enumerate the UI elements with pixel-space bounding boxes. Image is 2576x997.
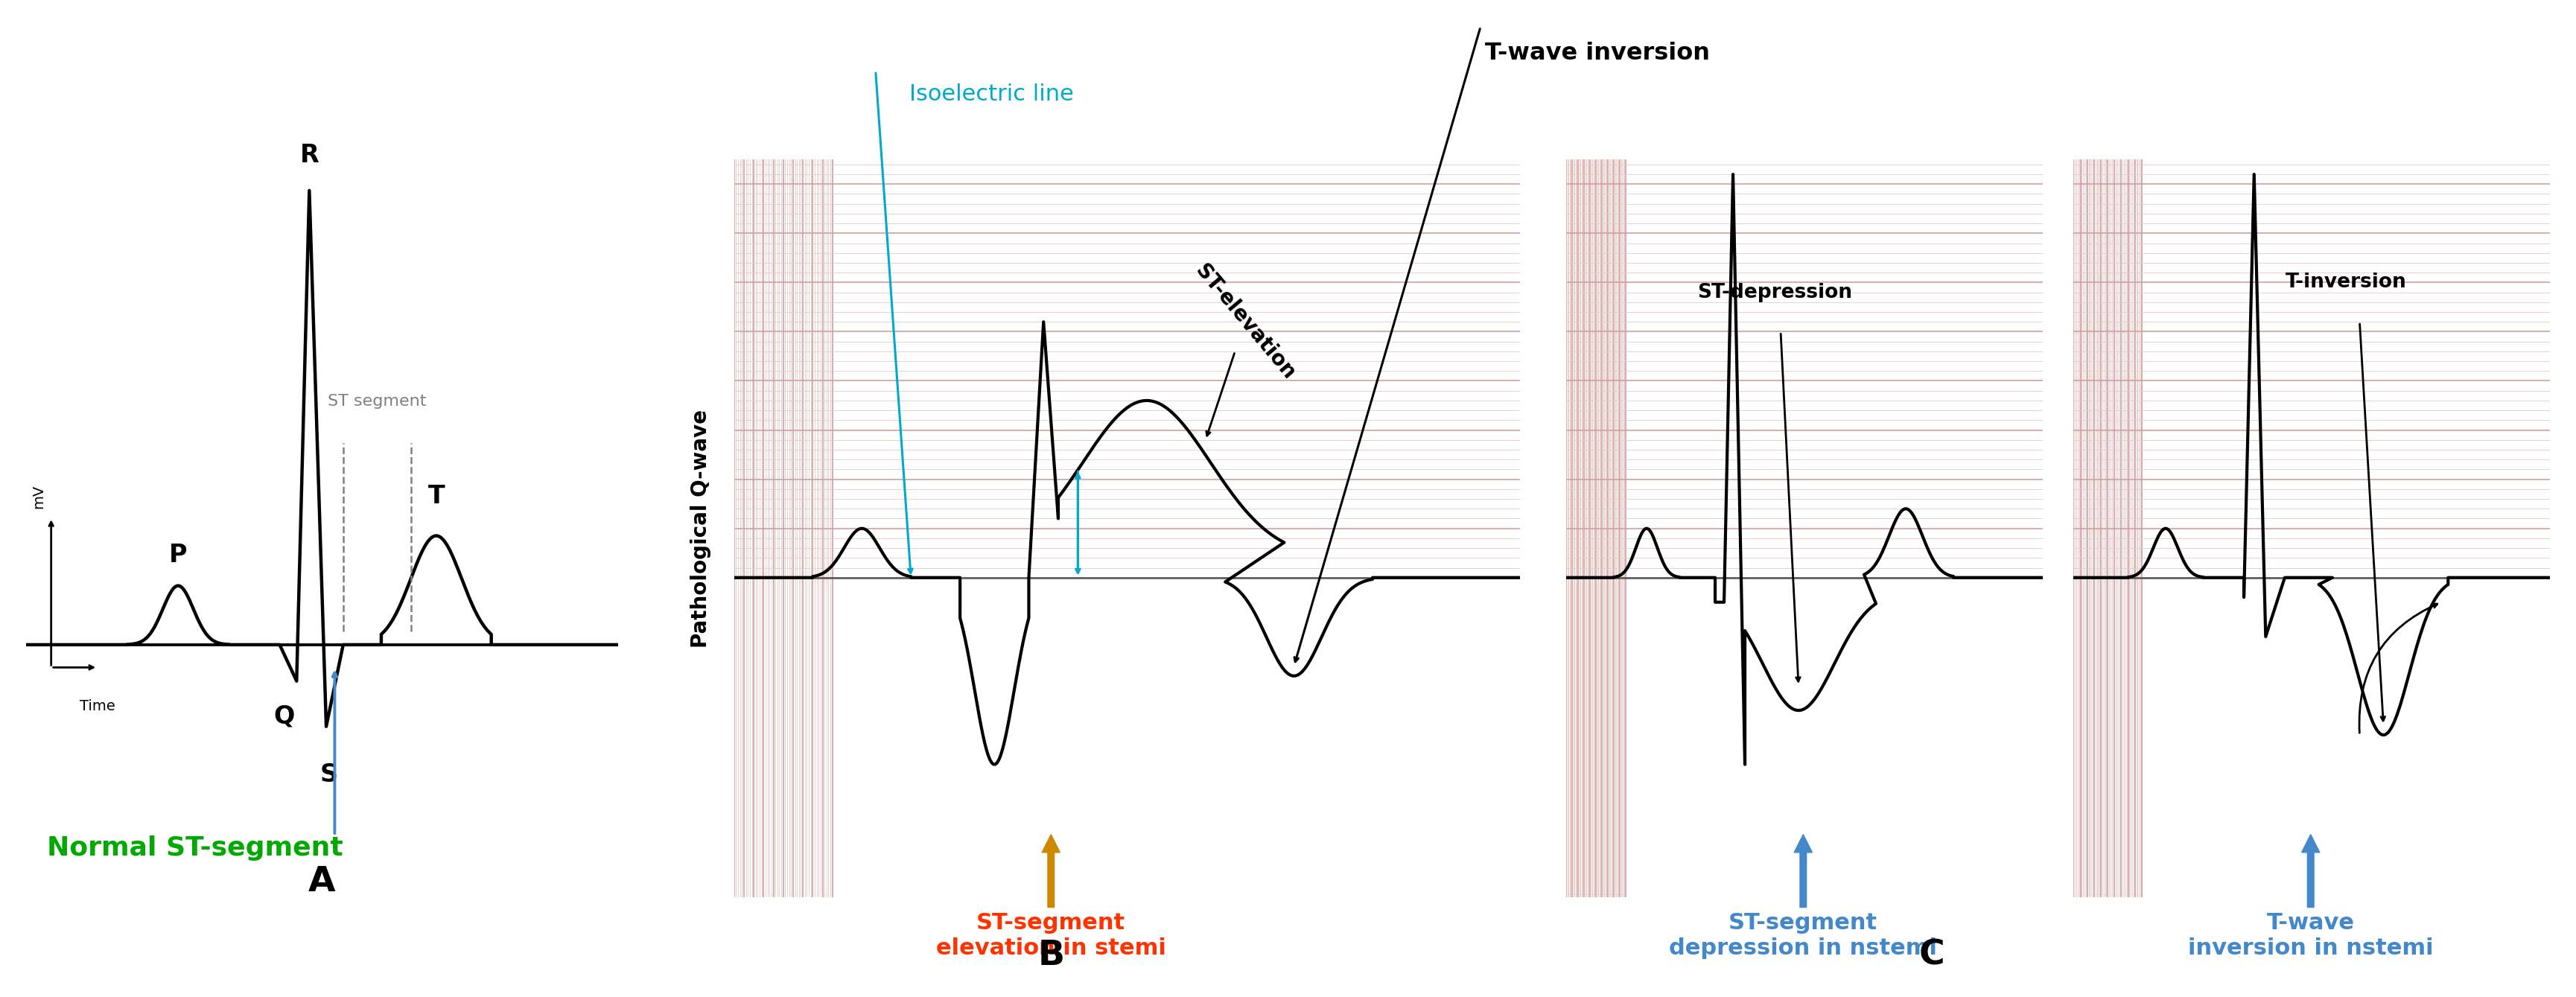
Text: B: B <box>1038 938 1064 972</box>
Text: Time: Time <box>80 699 116 714</box>
Text: ST segment: ST segment <box>327 394 428 409</box>
Text: T-wave inversion: T-wave inversion <box>1484 42 1710 65</box>
Text: mV: mV <box>31 485 46 508</box>
Text: C: C <box>1919 938 1945 972</box>
Text: ST-elevation: ST-elevation <box>1190 260 1298 384</box>
Text: S: S <box>319 763 337 788</box>
Text: T-wave
inversion in nstemi: T-wave inversion in nstemi <box>2187 912 2434 959</box>
Text: Pathological Q-wave: Pathological Q-wave <box>690 410 711 647</box>
Text: ST-segment
depression in nstemi: ST-segment depression in nstemi <box>1669 912 1937 959</box>
Text: Q: Q <box>273 704 294 729</box>
Text: Normal ST-segment: Normal ST-segment <box>46 835 343 860</box>
Text: ST-segment
elevation in stemi: ST-segment elevation in stemi <box>935 912 1167 959</box>
Text: A: A <box>309 865 335 899</box>
Text: T-inversion: T-inversion <box>2285 273 2406 292</box>
Text: ST-depression: ST-depression <box>1698 282 1852 302</box>
Text: Isoelectric line: Isoelectric line <box>909 83 1074 105</box>
Text: T: T <box>428 484 446 508</box>
Text: R: R <box>299 144 319 167</box>
Text: P: P <box>170 543 188 567</box>
